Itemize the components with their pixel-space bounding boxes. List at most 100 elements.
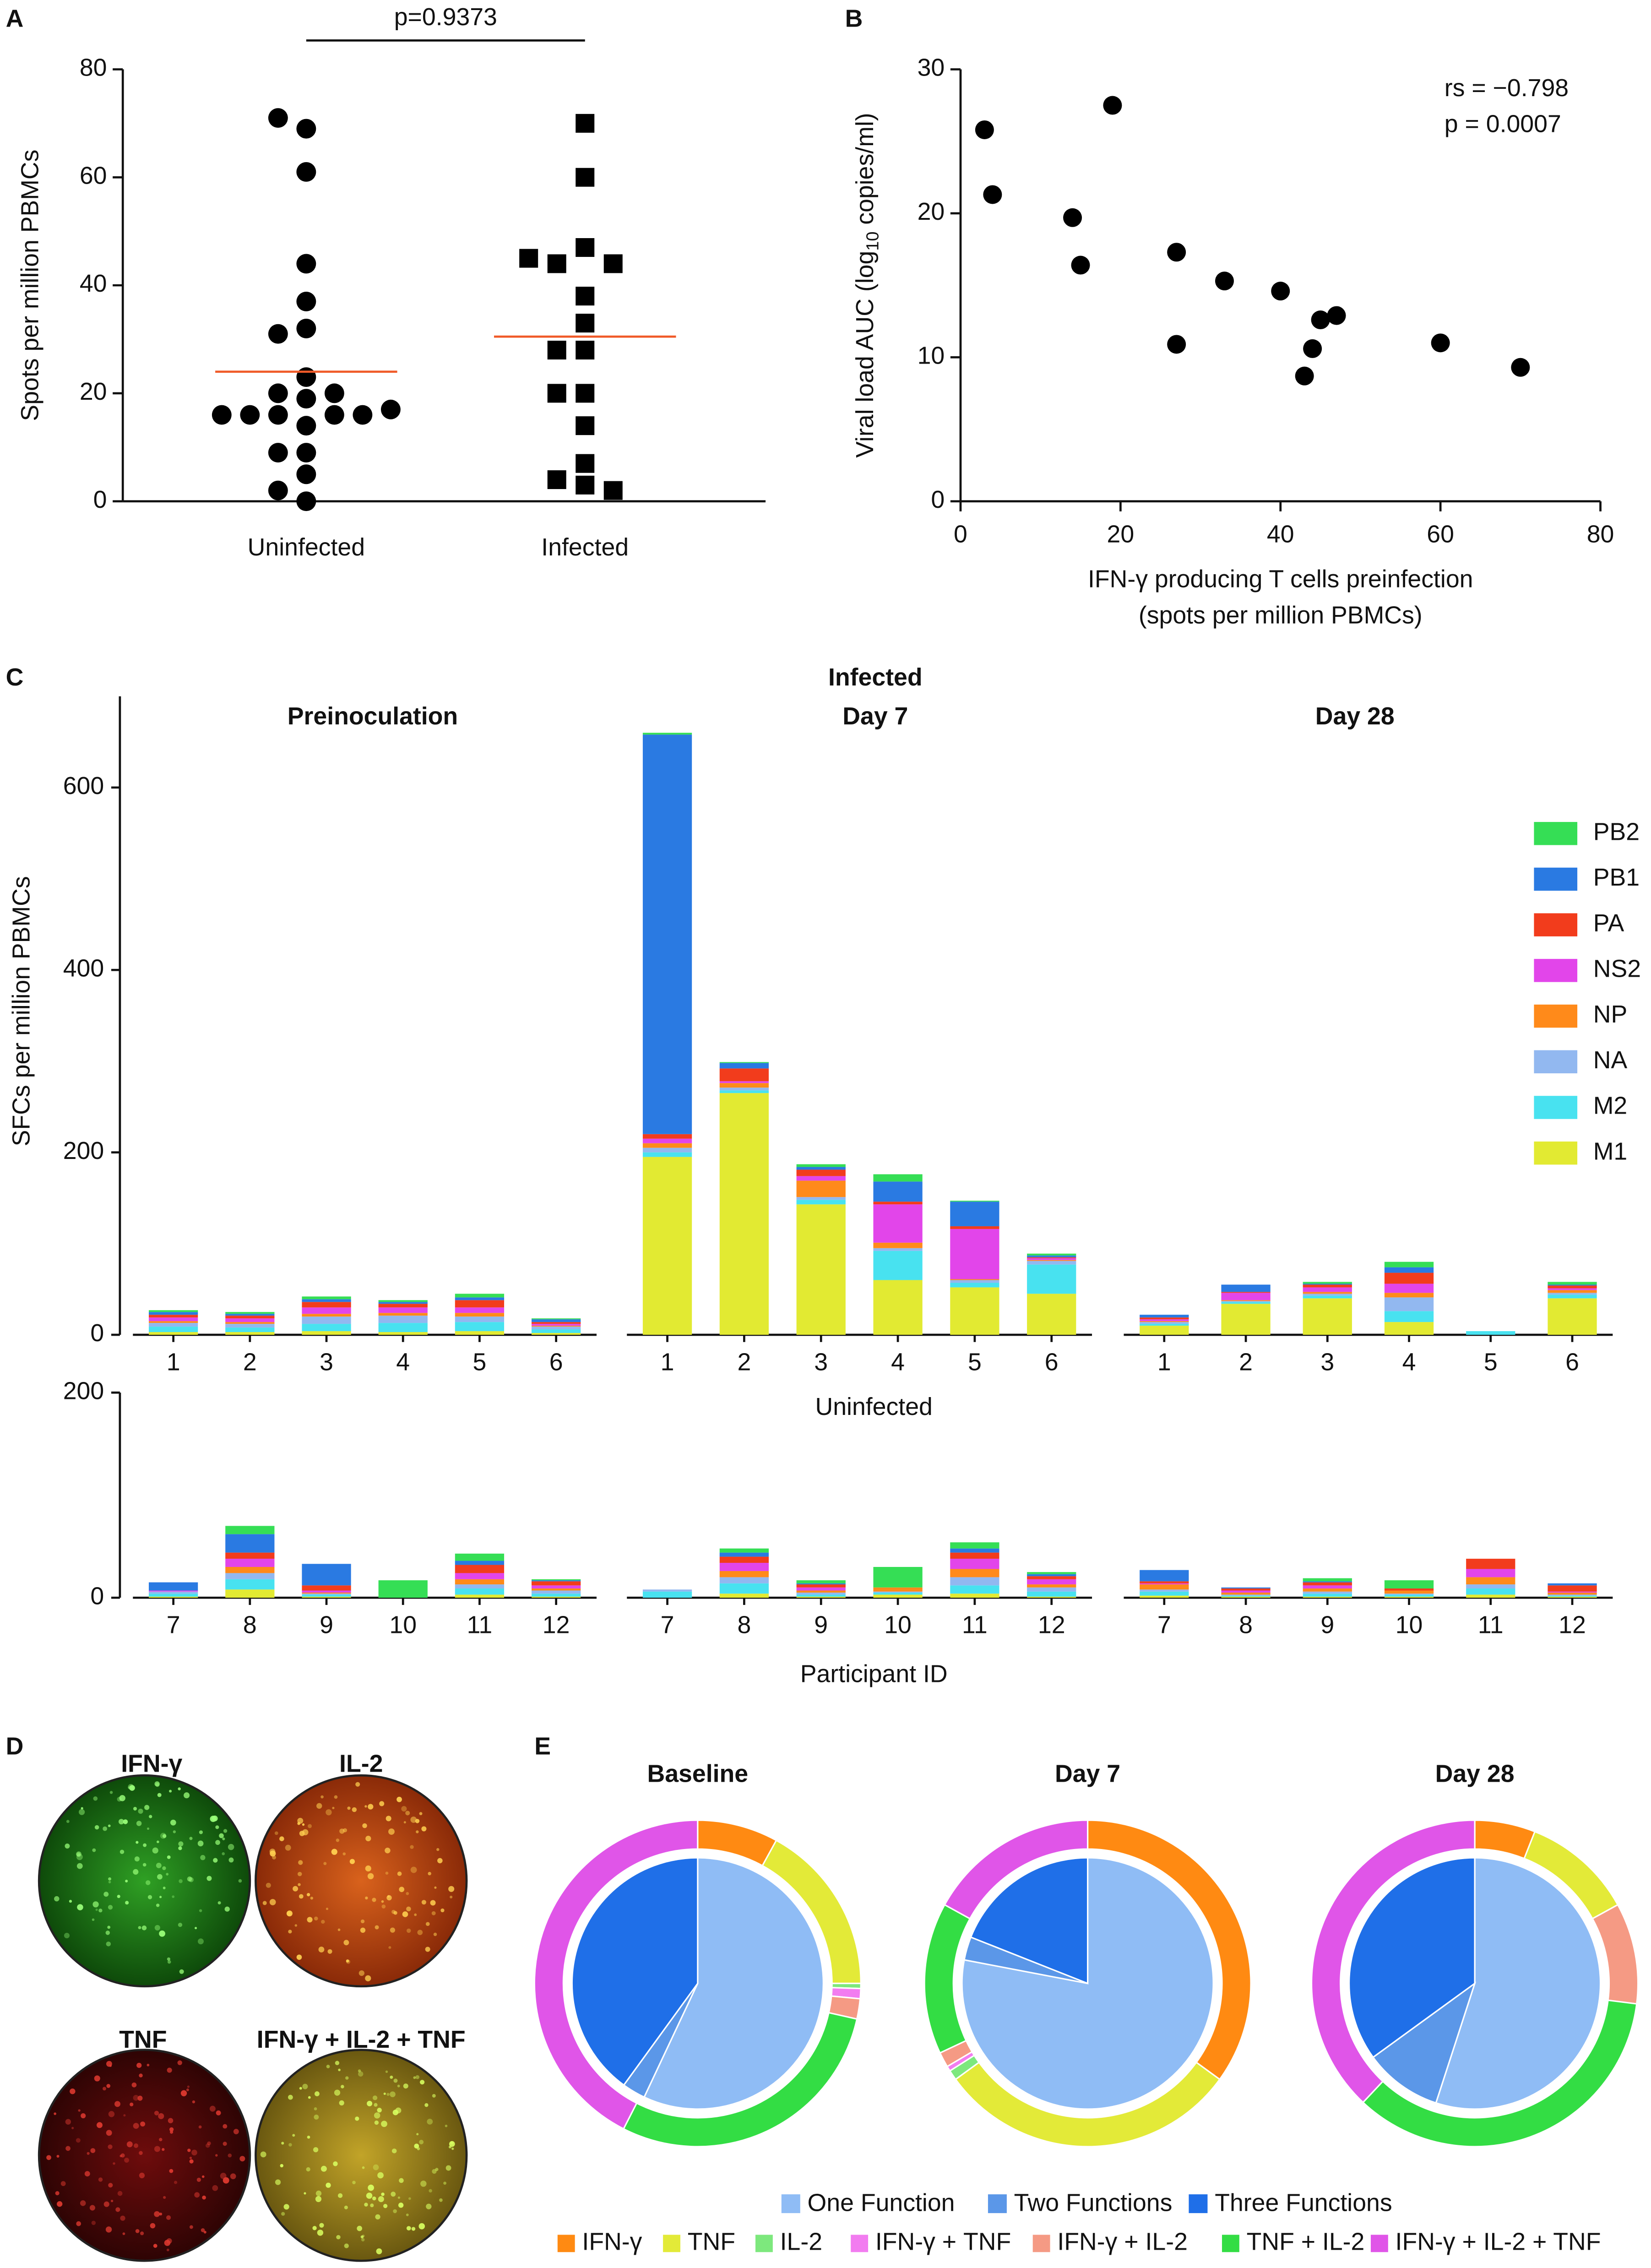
bar-segment <box>873 1566 923 1588</box>
speckle <box>333 2161 338 2166</box>
speckle <box>113 2162 115 2165</box>
bar-segment <box>378 1302 428 1304</box>
bar-segment <box>378 1580 428 1598</box>
speckle <box>431 1911 436 1915</box>
legend-label: IFN-γ + TNF <box>875 2228 1011 2256</box>
speckle <box>383 2092 386 2095</box>
image-label: IFN-γ <box>121 1750 182 1777</box>
speckle <box>76 1854 83 1860</box>
speckle <box>419 2140 424 2144</box>
speckle <box>413 2076 416 2079</box>
speckle <box>326 1809 332 1816</box>
bar-segment <box>1548 1583 1597 1586</box>
speckle <box>332 1806 335 1810</box>
speckle <box>266 1882 271 1888</box>
speckle <box>106 2084 111 2088</box>
bar-segment <box>148 1327 198 1333</box>
bar-segment <box>378 1316 428 1323</box>
y-tick-label: 30 <box>918 54 945 82</box>
bar-segment <box>455 1307 505 1313</box>
speckle <box>136 2062 142 2068</box>
speckle <box>390 2075 393 2079</box>
speckle <box>160 1833 167 1839</box>
bar-segment <box>532 1581 581 1586</box>
legend-swatch <box>1534 913 1578 936</box>
speckle <box>167 1957 171 1961</box>
point <box>983 185 1002 204</box>
bar-segment <box>796 1200 846 1205</box>
speckle <box>429 2189 432 2193</box>
bar-segment <box>378 1304 428 1308</box>
speckle <box>92 1901 99 1908</box>
speckle <box>416 1830 419 1833</box>
speckle <box>110 2199 114 2203</box>
legend-label: One Function <box>808 2189 955 2216</box>
bar-segment <box>1303 1578 1352 1582</box>
bar-segment <box>378 1332 428 1335</box>
bar-segment <box>532 1594 581 1597</box>
speckle <box>162 1834 167 1838</box>
bar-segment <box>719 1577 769 1583</box>
bar-segment <box>455 1313 505 1317</box>
bar-segment <box>796 1169 846 1176</box>
speckle <box>130 2102 134 2106</box>
speckle <box>166 2248 169 2252</box>
speckle <box>140 2231 144 2235</box>
speckle <box>336 1838 340 1842</box>
speckle <box>414 1913 417 1916</box>
speckle <box>360 1919 365 1924</box>
bar-segment <box>1303 1295 1352 1299</box>
speckle <box>281 2212 285 2216</box>
speckle <box>405 1811 410 1816</box>
legend-swatch <box>755 2235 773 2252</box>
speckle <box>98 1909 103 1913</box>
speckle <box>65 2119 71 2125</box>
speckle <box>410 1845 414 1849</box>
speckle <box>397 2084 400 2088</box>
speckle <box>410 1866 417 1873</box>
speckle <box>65 1844 70 1849</box>
x-tick-label: 1 <box>167 1348 180 1376</box>
bar-segment <box>1384 1588 1434 1591</box>
bar-segment <box>642 1148 692 1153</box>
point <box>576 416 595 435</box>
p-value: p=0.9373 <box>394 3 497 31</box>
speckle <box>187 2148 191 2152</box>
speckle <box>406 1928 411 1933</box>
speckle <box>372 2196 376 2201</box>
pie-title: Day 7 <box>1055 1760 1120 1787</box>
y-axis-label-part: 10 <box>864 232 883 251</box>
speckle <box>297 1822 300 1825</box>
speckle <box>308 2096 311 2099</box>
speckle <box>174 2181 178 2184</box>
legend-swatch <box>1370 2235 1388 2252</box>
bar-segment <box>1548 1284 1597 1286</box>
speckle <box>414 2143 419 2149</box>
speckle <box>156 1840 159 1844</box>
bar-segment <box>796 1592 846 1595</box>
bar-segment <box>225 1327 275 1333</box>
y-axis-label-part: copies/ml) <box>851 113 879 231</box>
speckle <box>406 1906 411 1912</box>
bar-segment <box>950 1569 999 1577</box>
point <box>1063 208 1082 227</box>
bar-segment <box>1027 1257 1076 1258</box>
bar-segment <box>148 1591 198 1594</box>
speckle <box>71 2127 74 2129</box>
speckle <box>302 2083 308 2089</box>
speckle <box>168 2118 174 2123</box>
speckle <box>92 1918 95 1921</box>
speckle <box>374 2112 380 2119</box>
speckle <box>403 2083 408 2089</box>
bar-segment <box>1140 1317 1189 1320</box>
bar-segment <box>1140 1589 1189 1592</box>
bar-segment <box>225 1552 275 1559</box>
speckle <box>365 1865 371 1872</box>
point <box>1167 243 1186 262</box>
speckle <box>334 2089 341 2096</box>
y-tick-label: 0 <box>93 486 107 513</box>
speckle <box>108 1824 111 1827</box>
bar-segment <box>1140 1319 1189 1322</box>
outer-wedge <box>944 1819 1089 1920</box>
bar-segment <box>225 1312 275 1314</box>
